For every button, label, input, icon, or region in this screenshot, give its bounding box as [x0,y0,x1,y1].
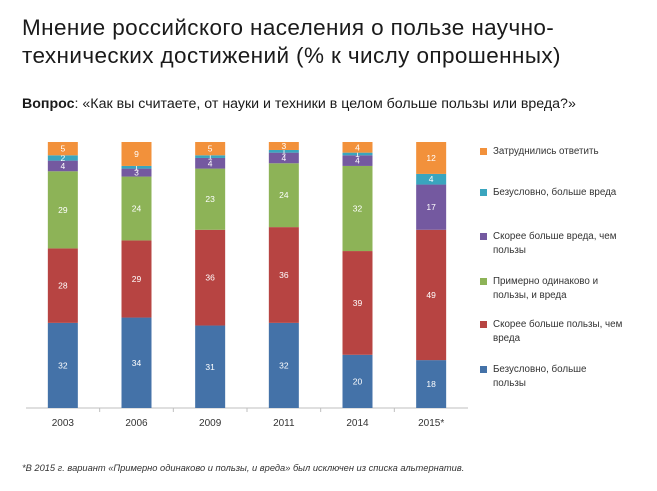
data-label: 31 [205,362,215,372]
x-tick-label: 2015* [418,418,444,429]
data-label: 4 [429,174,434,184]
data-label: 2 [60,153,65,163]
bar-segment-2006-s1 [121,240,152,318]
bar-segment-2014-s3 [342,155,373,166]
bar-segment-2009-s1 [195,229,226,326]
legend-label: Примерно одинаково и пользы, и вреда [493,276,598,301]
data-label: 28 [58,281,68,291]
legend-swatch [480,148,487,155]
legend-swatch [480,366,487,373]
legend-label: Затруднились ответить [493,146,599,157]
data-label: 32 [353,204,363,214]
data-label: 32 [279,360,289,370]
data-label: 18 [426,379,436,389]
data-label: 36 [279,270,289,280]
data-label: 39 [353,298,363,308]
data-label: 34 [132,358,142,368]
data-label: 3 [281,141,286,151]
bar-segment-2003-s5 [47,142,78,156]
bar-segment-2006-s0 [121,317,152,408]
bar-segment-2014-s2 [342,165,373,252]
bar-segment-2011-s4 [268,149,299,153]
x-tick-label: 2011 [273,418,295,429]
chart-title: Мнение российского населения о пользе на… [22,15,561,68]
bar-segment-2014-s1 [342,251,373,355]
bar-segment-2015-s3 [416,184,447,230]
bar-segment-2011-s3 [268,152,299,164]
data-label: 1 [134,162,139,172]
footnote: *В 2015 г. вариант «Примерно одинаково и… [22,463,465,473]
data-label: 5 [208,144,213,154]
data-label: 4 [60,161,65,171]
data-label: 17 [426,202,436,212]
bar-segment-2015-s0 [416,360,447,408]
bar-segment-2006-s5 [121,142,152,166]
data-label: 4 [355,156,360,166]
data-label: 49 [426,290,436,300]
bar-segment-2015-s4 [416,173,447,185]
bar-segment-2006-s4 [121,165,152,169]
data-label: 1 [281,146,286,156]
question-label: Вопрос [22,96,75,112]
bar-segment-2006-s3 [121,168,152,177]
legend-label: Скорее больше пользы, чем вреда [493,319,623,344]
data-label: 9 [134,149,139,159]
data-label: 4 [355,142,360,152]
x-tick-label: 2009 [199,418,222,429]
data-label: 20 [353,376,363,386]
data-label: 1 [355,149,360,159]
x-tick-label: 2006 [125,418,148,429]
bar-segment-2003-s1 [47,248,78,323]
data-label: 3 [134,168,139,178]
bar-segment-2003-s2 [47,171,78,249]
data-label: 4 [208,158,213,168]
question-text: : «Как вы считаете, от науки и техники в… [74,96,576,112]
data-label: 29 [132,274,142,284]
legend-swatch [480,189,487,196]
bar-segment-2009-s2 [195,168,226,230]
data-label: 36 [205,273,215,283]
bar-segment-2011-s2 [268,163,299,228]
data-label: 23 [205,194,215,204]
bar-segment-2015-s5 [416,142,447,174]
bar-segment-2009-s3 [195,157,226,169]
data-label: 32 [58,360,68,370]
bar-segment-2003-s0 [47,322,78,408]
data-label: 29 [58,205,68,215]
bar-segment-2014-s4 [342,152,373,156]
legend-label: Безусловно, больше вреда [493,187,617,198]
legend-swatch [480,278,487,285]
data-label: 24 [279,190,289,200]
legend-label: Скорее больше вреда, чем пользы [493,231,617,256]
legend-label: Безусловно, больше пользы [493,364,587,389]
bar-segment-2011-s5 [268,142,299,150]
bar-segment-2003-s3 [47,160,78,172]
bar-segment-2003-s4 [47,155,78,161]
bar-segment-2009-s5 [195,142,226,156]
bar-segment-2014-s5 [342,142,373,153]
data-label: 1 [208,152,213,162]
bar-segment-2011-s0 [268,322,299,408]
data-label: 24 [132,204,142,214]
bar-segment-2015-s1 [416,229,447,361]
x-tick-label: 2014 [346,418,369,429]
question: Вопрос: «Как вы считаете, от науки и тех… [22,96,652,112]
bar-segment-2009-s0 [195,325,226,408]
data-label: 4 [281,153,286,163]
bar-segment-2011-s1 [268,227,299,323]
bar-segment-2006-s2 [121,176,152,241]
data-label: 5 [60,144,65,154]
x-tick-label: 2003 [52,418,75,429]
bar-segment-2014-s0 [342,354,373,408]
bar-segment-2009-s4 [195,155,226,158]
legend-swatch [480,321,487,328]
data-label: 12 [426,153,436,163]
legend-swatch [480,233,487,240]
